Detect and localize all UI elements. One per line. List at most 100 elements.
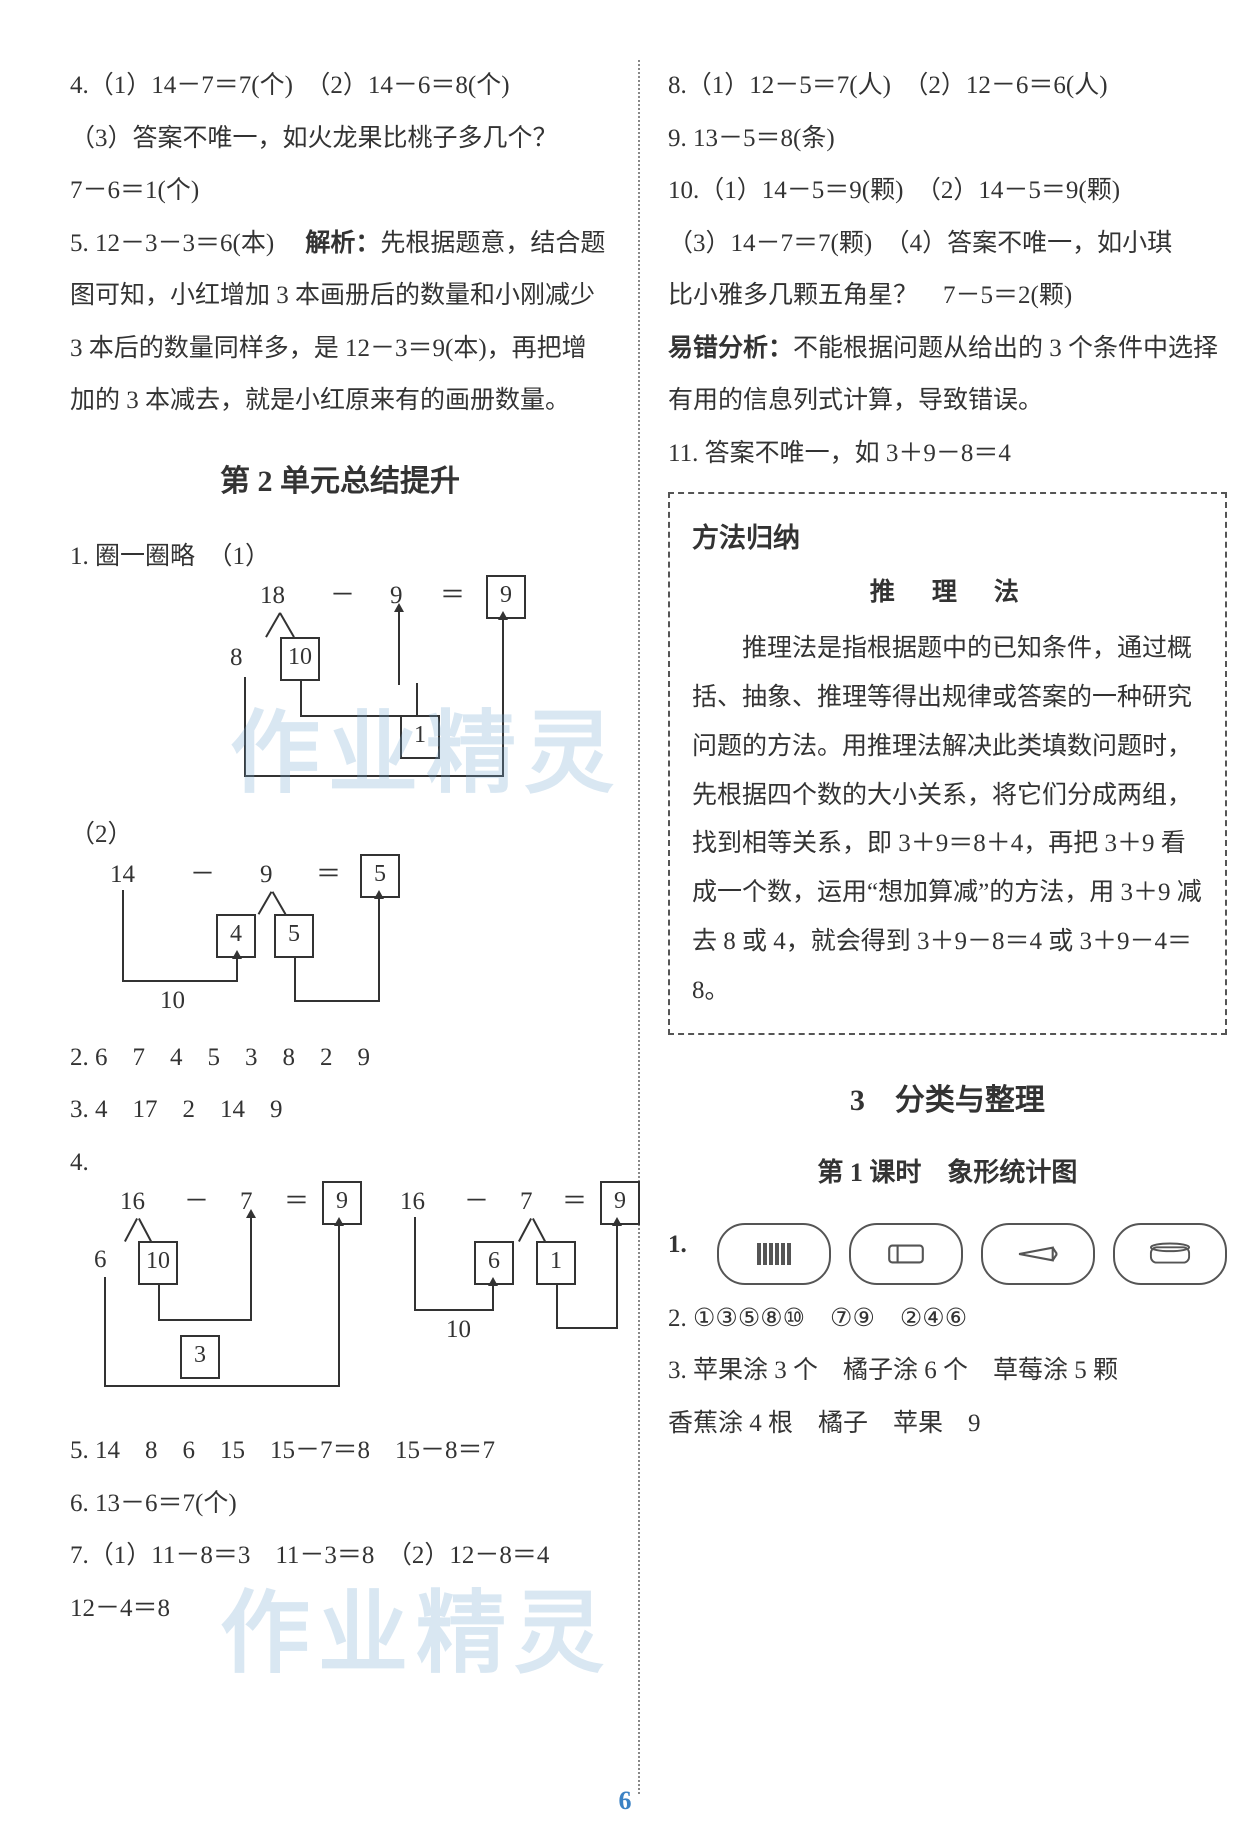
page-number: 6 xyxy=(0,1786,1250,1816)
d4a-v6 xyxy=(104,1277,106,1387)
d1-arrow-to9 xyxy=(398,611,400,685)
d4b-h1 xyxy=(556,1327,618,1329)
column-right: 8.（1）12－5＝7(人) （2）12－6＝6(人) 9. 13－5＝8(条)… xyxy=(668,60,1227,1794)
item-8: 8.（1）12－5＝7(人) （2）12－6＝6(人) xyxy=(668,60,1227,113)
page: 4.（1）14－7＝7(个) （2）14－6＝8(个) （3）答案不唯一，如火龙… xyxy=(0,0,1250,1834)
section-heading-unit2: 第 2 单元总结提升 xyxy=(70,450,610,513)
method-subtitle: 推 理 法 xyxy=(692,569,1203,618)
q2: 2. ①③⑤⑧⑩ ⑦⑨ ②④⑥ xyxy=(668,1293,1227,1346)
item-10-2: （3）14－7＝7(颗) （4）答案不唯一，如小琪 xyxy=(668,218,1227,271)
pencil-case-icon xyxy=(1113,1223,1227,1285)
item-5-text: 5. 12－3－3＝6(本) xyxy=(70,230,299,257)
pencil-icon xyxy=(981,1223,1095,1285)
q1-row: 1. xyxy=(668,1219,1227,1293)
d2-arrow-to4 xyxy=(236,958,238,982)
d2-minus: － xyxy=(190,862,215,887)
unit-heading-3: 3 分类与整理 xyxy=(668,1069,1227,1132)
d1-10-box: 10 xyxy=(280,637,320,681)
q1-label: 1. xyxy=(668,1219,687,1272)
d4a-hbot xyxy=(104,1385,340,1387)
d4b-7: 7 xyxy=(520,1189,533,1214)
d2-5-box: 5 xyxy=(274,914,314,958)
d1-eq: ＝ xyxy=(440,583,465,608)
method-title: 方法归纳 xyxy=(692,512,1203,565)
d1-1-box: 1 xyxy=(400,715,440,759)
error-label: 易错分析： xyxy=(668,335,793,362)
d2-9: 9 xyxy=(260,862,273,887)
d2-split-l xyxy=(258,891,273,915)
d1-8: 8 xyxy=(230,645,243,670)
d2-arrow-ans xyxy=(378,898,380,1002)
item-5b: 5. 14 8 6 15 15－7＝8 15－8＝7 xyxy=(70,1425,610,1478)
column-left: 4.（1）14－7＝7(个) （2）14－6＝8(个) （3）答案不唯一，如火龙… xyxy=(70,60,610,1794)
lesson-heading-1: 第 1 课时 象形统计图 xyxy=(668,1146,1227,1201)
d4b-1: 1 xyxy=(536,1241,576,1285)
diagram-2: 14 － 9 ＝ 5 4 5 10 xyxy=(100,862,610,1022)
item-10-1: 10.（1）14－5＝9(颗) （2）14－5＝9(颗) xyxy=(668,165,1227,218)
item-11: 11. 答案不唯一，如 3＋9－8＝4 xyxy=(668,428,1227,481)
d4b-a6 xyxy=(492,1285,494,1311)
d1-18: 18 xyxy=(260,583,285,608)
item-5: 5. 12－3－3＝6(本) 解析：先根据题意，结合题图可知，小红增加 3 本画… xyxy=(70,218,610,428)
column-divider xyxy=(638,60,640,1794)
d4b-16: 16 xyxy=(400,1189,425,1214)
d4a-v10 xyxy=(158,1285,160,1321)
item-7-cont: 12－4＝8 xyxy=(70,1583,610,1636)
d4a-a7 xyxy=(250,1217,252,1321)
d1-split-l xyxy=(265,612,281,637)
d2-h14 xyxy=(122,980,238,982)
item-1-2-label: （2） xyxy=(70,809,610,862)
d4b-sr xyxy=(532,1218,546,1242)
two-column-content: 4.（1）14－7＝7(个) （2）14－6＝8(个) （3）答案不唯一，如火龙… xyxy=(70,60,1190,1794)
d2-split-r xyxy=(272,891,287,915)
d4a-3: 3 xyxy=(180,1335,220,1379)
item-2: 2. 6 7 4 5 3 8 2 9 xyxy=(70,1032,610,1085)
item-4-line3: 7－6＝1(个) xyxy=(70,165,610,218)
method-body: 推理法是指根据题中的已知条件，通过概括、抽象、推理等得出规律或答案的一种研究问题… xyxy=(692,625,1203,1015)
item-7: 7.（1）11－8＝3 11－3＝8 （2）12－8＝4 xyxy=(70,1530,610,1583)
item-4-line1: 4.（1）14－7＝7(个) （2）14－6＝8(个) xyxy=(70,60,610,113)
d1-vline-8 xyxy=(244,677,246,777)
tool-icons xyxy=(717,1223,1227,1285)
d4a-sr xyxy=(138,1218,152,1242)
diagram-4: 16 － 7 ＝ 9 6 10 3 16 － 7 ＝ xyxy=(80,1189,610,1419)
q3: 3. 苹果涂 3 个 橘子涂 6 个 草莓涂 5 颗 xyxy=(668,1345,1227,1398)
d4b-eq: ＝ xyxy=(562,1189,587,1214)
method-box: 方法归纳 推 理 法 推理法是指根据题中的已知条件，通过概括、抽象、推理等得出规… xyxy=(668,492,1227,1035)
d4a-sl xyxy=(124,1218,138,1242)
d1-split-r xyxy=(279,612,295,637)
d1-v-to1 xyxy=(416,683,418,717)
d4b-minus: － xyxy=(464,1189,489,1214)
d4b-v1 xyxy=(556,1285,558,1329)
d2-10: 10 xyxy=(160,988,185,1013)
ruler-icon xyxy=(717,1223,831,1285)
item-10-3: 比小雅多几颗五角星？ 7－5＝2(颗) xyxy=(668,270,1227,323)
q3-cont: 香蕉涂 4 根 橘子 苹果 9 xyxy=(668,1398,1227,1451)
item-1-label: 1. 圈一圈略 （1） xyxy=(70,531,610,584)
item-4-line2: （3）答案不唯一，如火龙果比桃子多几个？ xyxy=(70,113,610,166)
d2-v5 xyxy=(294,958,296,1002)
d4b-sl xyxy=(518,1218,532,1242)
analysis-label: 解析： xyxy=(305,230,380,257)
d4b-10: 10 xyxy=(446,1317,471,1342)
d4b-v16 xyxy=(414,1217,416,1311)
d1-h10 xyxy=(300,715,416,717)
item-9: 9. 13－5＝8(条) xyxy=(668,113,1227,166)
item-5-analysis: 先根据题意，结合题图可知，小红增加 3 本画册后的数量和小刚减少 3 本后的数量… xyxy=(70,230,605,415)
d4a-16: 16 xyxy=(120,1189,145,1214)
d1-hline-bot xyxy=(244,775,504,777)
d1-v10 xyxy=(300,681,302,717)
d4a-minus: － xyxy=(184,1189,209,1214)
item-6: 6. 13－6＝7(个) xyxy=(70,1478,610,1531)
item-3: 3. 4 17 2 14 9 xyxy=(70,1084,610,1137)
d2-14: 14 xyxy=(110,862,135,887)
d4a-10: 10 xyxy=(138,1241,178,1285)
d4a-h10 xyxy=(158,1319,252,1321)
d1-arrow-to-ans xyxy=(502,619,504,777)
d4b-arr-ans xyxy=(616,1225,618,1329)
d2-h5 xyxy=(294,1000,380,1002)
d4a-6: 6 xyxy=(94,1247,107,1272)
d4b-h16 xyxy=(414,1309,494,1311)
d4a-eq: ＝ xyxy=(284,1189,309,1214)
error-analysis: 易错分析：不能根据问题从给出的 3 个条件中选择有用的信息列式计算，导致错误。 xyxy=(668,323,1227,428)
